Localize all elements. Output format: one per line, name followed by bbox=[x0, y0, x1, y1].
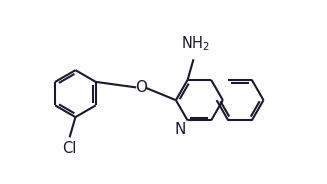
Text: N: N bbox=[175, 122, 186, 137]
Text: NH$_2$: NH$_2$ bbox=[181, 34, 210, 53]
Text: O: O bbox=[135, 80, 147, 95]
Text: Cl: Cl bbox=[62, 141, 77, 156]
